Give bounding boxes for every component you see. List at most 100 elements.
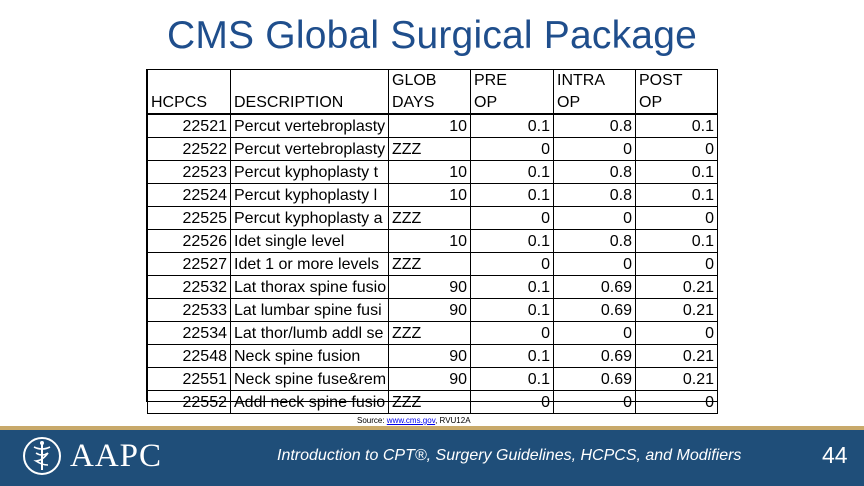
glob-days-cell: ZZZ xyxy=(388,206,471,230)
intra-op-cell: 0.69 xyxy=(553,298,636,322)
caduceus-icon xyxy=(23,437,61,475)
intra-op-cell: 0 xyxy=(553,137,636,161)
glob-days-cell: ZZZ xyxy=(388,252,471,276)
pre-op-cell: 0 xyxy=(470,252,554,276)
footer-bar: AAPC Introduction to CPT®, Surgery Guide… xyxy=(0,426,864,486)
intra-op-cell: 0 xyxy=(553,252,636,276)
intra-op-cell: 0 xyxy=(553,206,636,230)
header-cell-hcpcs: HCPCS xyxy=(147,91,231,115)
description-cell: Lat lumbar spine fusi xyxy=(230,298,389,322)
table-row: 22525 Percut kyphoplasty a ZZZ 0 0 0 xyxy=(147,206,718,230)
hcpcs-cell: 22524 xyxy=(147,183,231,207)
post-op-cell: 0.21 xyxy=(635,367,718,391)
header-cell: PRE xyxy=(470,70,554,91)
pre-op-cell: 0.1 xyxy=(470,160,554,184)
header-row-top: GLOB PRE INTRA POST xyxy=(147,70,718,91)
intra-op-cell: 0.69 xyxy=(553,367,636,391)
global-surgical-table: GLOB PRE INTRA POST HCPCS DESCRIPTION DA… xyxy=(146,69,718,414)
description-cell: Percut vertebroplasty xyxy=(230,113,389,138)
pre-op-cell: 0.1 xyxy=(470,183,554,207)
intra-op-cell: 0.8 xyxy=(553,160,636,184)
pre-op-cell: 0.1 xyxy=(470,298,554,322)
intra-op-cell: 0.8 xyxy=(553,113,636,138)
hcpcs-cell: 22548 xyxy=(147,344,231,368)
description-cell: Idet single level xyxy=(230,229,389,253)
source-prefix: Source: xyxy=(357,416,387,425)
intra-op-cell: 0 xyxy=(553,390,636,414)
pre-op-cell: 0 xyxy=(470,206,554,230)
glob-days-cell: ZZZ xyxy=(388,321,471,345)
header-cell-intra-op: OP xyxy=(553,91,636,115)
hcpcs-cell: 22532 xyxy=(147,275,231,299)
description-cell: Lat thor/lumb addl se xyxy=(230,321,389,345)
source-link[interactable]: www.cms.gov xyxy=(386,416,436,425)
header-cell-glob-days: DAYS xyxy=(388,91,471,115)
table-row: 22526 Idet single level 10 0.1 0.8 0.1 xyxy=(147,229,718,253)
hcpcs-cell: 22552 xyxy=(147,390,231,414)
post-op-cell: 0.1 xyxy=(635,229,718,253)
header-cell: GLOB xyxy=(388,70,471,91)
pre-op-cell: 0.1 xyxy=(470,113,554,138)
glob-days-cell: 90 xyxy=(388,367,471,391)
hcpcs-cell: 22526 xyxy=(147,229,231,253)
post-op-cell: 0 xyxy=(635,252,718,276)
slide-title: CMS Global Surgical Package xyxy=(167,14,697,57)
pre-op-cell: 0 xyxy=(470,321,554,345)
header-cell: INTRA xyxy=(553,70,636,91)
hcpcs-cell: 22527 xyxy=(147,252,231,276)
intra-op-cell: 0.69 xyxy=(553,275,636,299)
table-body: GLOB PRE INTRA POST HCPCS DESCRIPTION DA… xyxy=(147,70,718,414)
description-cell: Neck spine fusion xyxy=(230,344,389,368)
table-row: 22534 Lat thor/lumb addl se ZZZ 0 0 0 xyxy=(147,321,718,345)
post-op-cell: 0.1 xyxy=(635,160,718,184)
glob-days-cell: 90 xyxy=(388,344,471,368)
description-cell: Idet 1 or more levels xyxy=(230,252,389,276)
glob-days-cell: 10 xyxy=(388,160,471,184)
intra-op-cell: 0 xyxy=(553,321,636,345)
intra-op-cell: 0.8 xyxy=(553,229,636,253)
table-row: 22521 Percut vertebroplasty 10 0.1 0.8 0.1 xyxy=(147,113,718,138)
pre-op-cell: 0.1 xyxy=(470,344,554,368)
post-op-cell: 0 xyxy=(635,321,718,345)
post-op-cell: 0.1 xyxy=(635,183,718,207)
header-cell xyxy=(147,70,231,91)
table-row: 22548 Neck spine fusion 90 0.1 0.69 0.21 xyxy=(147,344,718,368)
intra-op-cell: 0.8 xyxy=(553,183,636,207)
source-suffix: , RVU12A xyxy=(435,416,471,425)
table-row: 22532 Lat thorax spine fusio 90 0.1 0.69 0.21 xyxy=(147,275,718,299)
hcpcs-cell: 22525 xyxy=(147,206,231,230)
table-row: 22522 Percut vertebroplasty ZZZ 0 0 0 xyxy=(147,137,718,161)
table-row: 22552 Addl neck spine fusio ZZZ 0 0 0 xyxy=(147,390,718,414)
header-row-bottom: HCPCS DESCRIPTION DAYS OP OP OP xyxy=(147,91,718,115)
post-op-cell: 0 xyxy=(635,206,718,230)
hcpcs-cell: 22523 xyxy=(147,160,231,184)
description-cell: Percut kyphoplasty l xyxy=(230,183,389,207)
glob-days-cell: ZZZ xyxy=(388,390,471,414)
post-op-cell: 0.21 xyxy=(635,344,718,368)
post-op-cell: 0 xyxy=(635,390,718,414)
header-cell-pre-op: OP xyxy=(470,91,554,115)
pre-op-cell: 0.1 xyxy=(470,275,554,299)
post-op-cell: 0.21 xyxy=(635,298,718,322)
header-cell-post-op: OP xyxy=(635,91,718,115)
post-op-cell: 0.21 xyxy=(635,275,718,299)
table-row: 22527 Idet 1 or more levels ZZZ 0 0 0 xyxy=(147,252,718,276)
pre-op-cell: 0 xyxy=(470,390,554,414)
description-cell: Percut kyphoplasty a xyxy=(230,206,389,230)
page-number: 44 xyxy=(822,442,848,468)
course-title: Introduction to CPT®, Surgery Guidelines… xyxy=(277,447,742,464)
table-row: 22533 Lat lumbar spine fusi 90 0.1 0.69 0.21 xyxy=(147,298,718,322)
glob-days-cell: 10 xyxy=(388,229,471,253)
description-cell: Percut kyphoplasty t xyxy=(230,160,389,184)
description-cell: Percut vertebroplasty xyxy=(230,137,389,161)
pre-op-cell: 0.1 xyxy=(470,367,554,391)
hcpcs-cell: 22534 xyxy=(147,321,231,345)
glob-days-cell: ZZZ xyxy=(388,137,471,161)
hcpcs-cell: 22522 xyxy=(147,137,231,161)
description-cell: Neck spine fuse&rem xyxy=(230,367,389,391)
glob-days-cell: 90 xyxy=(388,275,471,299)
table-row: 22551 Neck spine fuse&rem 90 0.1 0.69 0.21 xyxy=(147,367,718,391)
aapc-logo-text: AAPC xyxy=(70,438,163,474)
intra-op-cell: 0.69 xyxy=(553,344,636,368)
header-cell xyxy=(230,70,389,91)
